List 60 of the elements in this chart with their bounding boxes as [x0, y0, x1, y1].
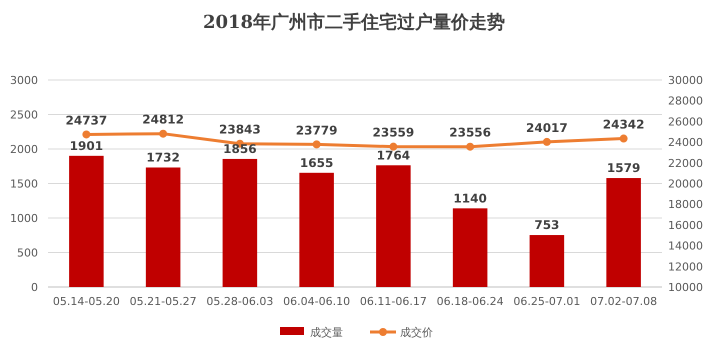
data-label: 23843 [219, 122, 261, 137]
data-label: 24737 [66, 113, 108, 128]
y2-tick-label: 10000 [668, 281, 703, 294]
x-tick-label: 06.18-06.24 [436, 295, 504, 308]
bar [222, 158, 258, 287]
data-label: 23559 [372, 126, 414, 140]
y2-tick-label: 28000 [668, 94, 703, 108]
legend-label: 成交量 [310, 326, 343, 339]
x-tick-label: 06.25-07.01 [513, 295, 580, 308]
data-label: 23779 [296, 123, 338, 138]
y2-tick-label: 12000 [668, 260, 703, 274]
y-tick-label: 3000 [10, 74, 38, 87]
x-tick-label: 06.04-06.10 [283, 295, 350, 308]
data-label: 1764 [376, 148, 410, 162]
y2-tick-label: 26000 [668, 115, 703, 128]
point [389, 142, 398, 151]
y2-tick-label: 16000 [668, 218, 703, 232]
data-label: 24342 [602, 118, 644, 132]
point [312, 140, 321, 148]
point [542, 138, 551, 146]
data-label: 1140 [453, 191, 487, 206]
data-label: 1856 [223, 142, 257, 156]
y2-tick-label: 20000 [668, 178, 703, 190]
bar [530, 235, 564, 287]
x-tick-label: 07.02-07.08 [590, 295, 658, 308]
data-label: 24812 [142, 112, 184, 127]
y-tick-label: 0 [31, 281, 38, 294]
point [620, 134, 628, 143]
data-label: 1579 [606, 161, 640, 176]
y-tick-label: 2500 [10, 108, 38, 122]
point [466, 142, 474, 151]
data-label: 24017 [526, 120, 568, 135]
bar [452, 208, 488, 287]
bar [299, 172, 334, 287]
y2-tick-label: 24000 [668, 136, 703, 150]
bar [606, 178, 641, 287]
data-label: 1901 [70, 138, 104, 153]
y2-tick-label: 22000 [668, 156, 703, 170]
bar [146, 167, 180, 287]
x-tick-label: 05.14-05.20 [52, 295, 120, 308]
y-tick-label: 1500 [10, 178, 38, 190]
data-label: 753 [534, 218, 560, 232]
point [159, 130, 168, 138]
bar [69, 156, 104, 287]
point [82, 130, 90, 138]
legend-label: 成交价 [400, 326, 433, 339]
chart-title: 2018年广州市二手住宅过户量价走势 [202, 12, 506, 33]
bar [376, 165, 411, 287]
data-label: 23556 [449, 126, 491, 140]
y2-tick-label: 14000 [668, 240, 703, 253]
y-tick-label: 2000 [10, 143, 38, 156]
x-tick-label: 06.11-06.17 [360, 295, 427, 308]
x-tick-label: 05.21-05.27 [130, 295, 197, 308]
data-label: 1732 [146, 150, 180, 164]
y-tick-label: 500 [17, 246, 38, 260]
x-tick-label: 05.28-06.03 [206, 295, 274, 308]
y2-tick-label: 18000 [668, 198, 703, 212]
y-tick-label: 1000 [10, 212, 38, 225]
y2-tick-label: 30000 [668, 74, 703, 87]
data-label: 1655 [300, 156, 334, 170]
